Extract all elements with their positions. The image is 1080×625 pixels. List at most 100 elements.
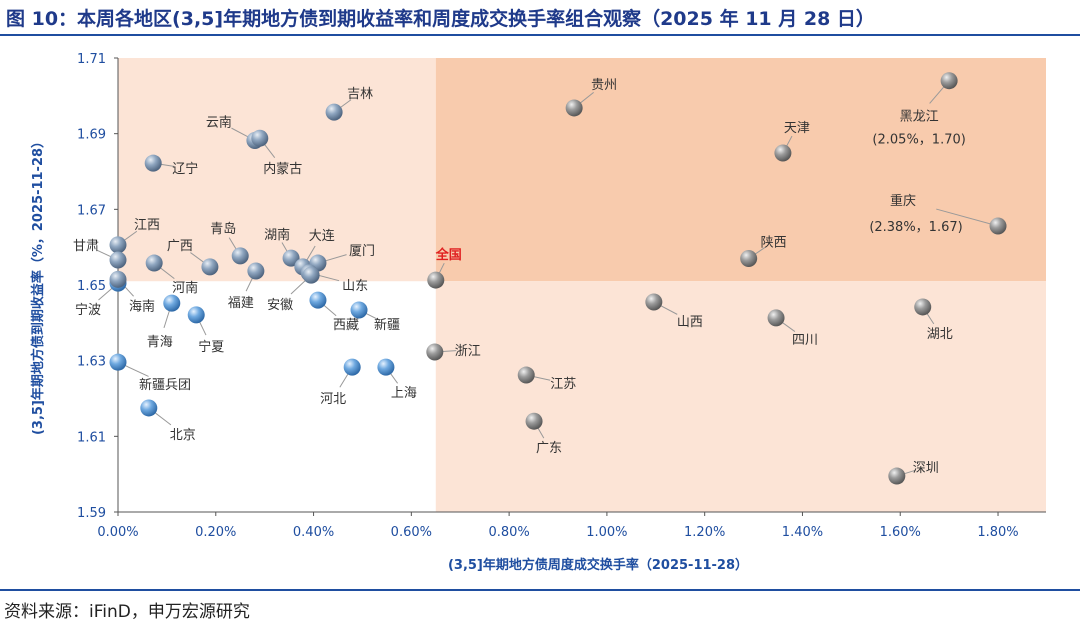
point-label: 山西 <box>677 315 703 330</box>
point-label: 陕西 <box>761 236 787 251</box>
source-divider <box>0 589 1080 591</box>
point-label: 云南 <box>206 114 232 130</box>
x-tick-label: 1.20% <box>684 525 725 540</box>
point-label: 内蒙古 <box>263 161 302 177</box>
point-label: 厦门 <box>349 244 375 259</box>
data-point <box>109 236 127 254</box>
data-point <box>325 103 343 121</box>
point-label: 安徽 <box>267 298 293 313</box>
point-label: 甘肃 <box>73 239 99 254</box>
data-point <box>145 254 163 272</box>
y-tick-label: 1.61 <box>77 430 106 445</box>
data-point <box>525 412 543 430</box>
x-tick-label: 0.20% <box>195 525 236 540</box>
title-divider <box>0 34 1080 36</box>
data-point <box>163 294 181 312</box>
point-label: 广东 <box>536 441 562 456</box>
point-label: 河南 <box>172 280 198 296</box>
data-point <box>767 309 785 327</box>
data-point <box>565 99 583 117</box>
point-label: 福建 <box>228 296 254 311</box>
data-point <box>109 270 127 288</box>
data-point <box>645 293 663 311</box>
data-point <box>914 298 932 316</box>
x-tick-label: 1.00% <box>586 525 627 540</box>
point-label: 江西 <box>134 218 160 233</box>
point-annotation: (2.38%，1.67) <box>869 220 962 235</box>
point-label: 广西 <box>167 239 193 254</box>
data-point <box>109 251 127 269</box>
point-label: 浙江 <box>455 344 481 359</box>
x-axis-title: (3,5]年期地方债周度成交换手率（2025-11-28） <box>448 557 748 573</box>
y-tick-label: 1.71 <box>77 52 106 67</box>
data-point <box>343 358 361 376</box>
point-label: 新疆兵团 <box>139 377 191 393</box>
data-point <box>350 301 368 319</box>
data-point <box>740 250 758 268</box>
quadrant-upper-left <box>118 58 436 282</box>
point-label: 吉林 <box>347 87 373 102</box>
point-label: 山东 <box>342 279 368 294</box>
point-annotation: (2.05%，1.70) <box>872 133 965 148</box>
point-label: 江苏 <box>550 376 576 392</box>
data-point <box>427 271 445 289</box>
y-tick-label: 1.65 <box>77 279 106 294</box>
data-point <box>282 249 300 267</box>
data-point <box>144 154 162 172</box>
data-point <box>888 467 906 485</box>
point-label: 上海 <box>391 386 417 401</box>
data-point <box>302 266 320 284</box>
point-label: 新疆 <box>374 317 400 333</box>
point-label: 重庆 <box>890 193 916 209</box>
data-point <box>251 129 269 147</box>
quadrant-upper-right <box>435 58 1046 282</box>
leader-line <box>936 208 999 227</box>
point-label: 大连 <box>309 228 335 244</box>
x-tick-label: 0.00% <box>97 525 138 540</box>
y-tick-label: 1.59 <box>77 506 106 521</box>
source-note: 资料来源：iFinD，申万宏源研究 <box>4 602 250 622</box>
point-label: 河北 <box>320 392 346 407</box>
x-tick-label: 1.40% <box>782 525 823 540</box>
figure-title: 图 10：本周各地区(3,5]年期地方债到期收益率和周度成交换手率组合观察（20… <box>6 8 875 30</box>
point-label: 青岛 <box>210 221 236 237</box>
y-axis-title: (3,5]年期地方债到期收益率（%，2025-11-28） <box>30 135 46 435</box>
point-label: 西藏 <box>333 318 359 333</box>
data-point <box>201 258 219 276</box>
quadrant-lower-right <box>435 281 1046 512</box>
point-label: 天津 <box>784 121 810 136</box>
data-point <box>989 217 1007 235</box>
x-tick-label: 1.60% <box>880 525 921 540</box>
y-tick-label: 1.63 <box>77 355 106 370</box>
data-point <box>377 358 395 376</box>
y-tick-label: 1.67 <box>77 203 106 218</box>
point-label: 深圳 <box>913 461 939 476</box>
point-label: 四川 <box>792 333 818 348</box>
point-label: 湖南 <box>264 227 290 243</box>
data-point <box>309 291 327 309</box>
data-point <box>109 353 127 371</box>
y-tick-label: 1.69 <box>77 128 106 143</box>
point-label: 北京 <box>170 428 196 443</box>
point-label: 青海 <box>147 335 173 350</box>
data-point <box>426 343 444 361</box>
data-point <box>140 399 158 417</box>
data-point <box>517 366 535 384</box>
data-point <box>940 72 958 90</box>
point-label: 黑龙江 <box>900 110 939 125</box>
x-tick-label: 0.60% <box>391 525 432 540</box>
point-label: 辽宁 <box>172 161 198 177</box>
point-label: 宁波 <box>75 302 101 318</box>
x-tick-label: 0.80% <box>488 525 529 540</box>
x-tick-label: 1.80% <box>977 525 1018 540</box>
x-tick-label: 0.40% <box>293 525 334 540</box>
data-point <box>187 306 205 324</box>
data-point <box>247 262 265 280</box>
point-label: 贵州 <box>591 78 617 93</box>
point-label: 海南 <box>129 298 155 314</box>
point-label: 全国 <box>435 247 462 263</box>
point-label: 湖北 <box>927 327 953 342</box>
data-point <box>231 247 249 265</box>
